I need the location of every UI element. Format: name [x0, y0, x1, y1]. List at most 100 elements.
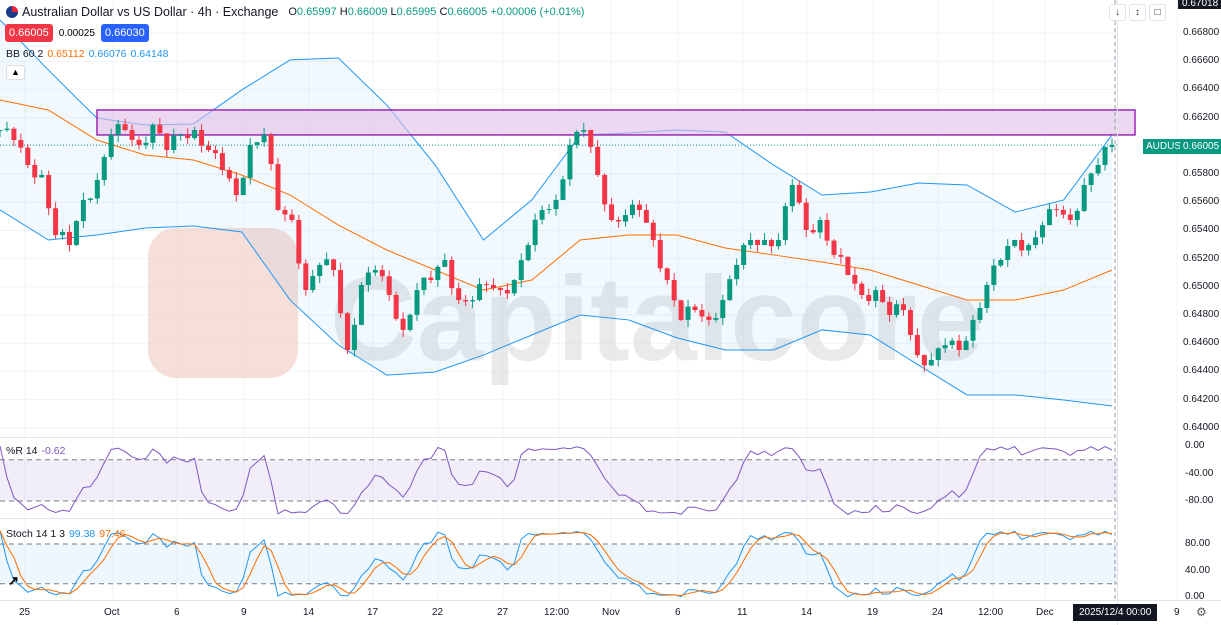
candle-body: [699, 310, 705, 317]
candle-body: [629, 204, 635, 216]
bb-basis-value: 0.65112: [47, 48, 85, 60]
low-value: 0.65995: [396, 6, 437, 18]
price-tick: 0.65000: [1183, 280, 1220, 292]
spread-value: 0.00025: [58, 27, 95, 39]
candle-body: [171, 135, 177, 151]
candle-body: [164, 133, 170, 151]
pane-toolbar: ↓ ↕ □: [1109, 4, 1166, 21]
candle-body: [303, 263, 309, 291]
candle-body: [60, 231, 66, 236]
collapse-icon[interactable]: ↕: [1129, 4, 1146, 21]
candle-body: [73, 221, 79, 246]
bb-label: BB 60 2: [6, 48, 44, 60]
time-tick: 12:00: [544, 607, 570, 618]
candle-body: [616, 219, 622, 222]
candle-body: [789, 184, 795, 207]
candle-body: [609, 204, 615, 220]
stoch-legend[interactable]: Stoch 14 1 3 99.38 97.46: [6, 528, 130, 540]
candle-body: [490, 284, 496, 289]
symbol-title[interactable]: Australian Dollar vs US Dollar · 4h · Ex…: [22, 5, 279, 19]
time-tick: 12:00: [978, 607, 1004, 618]
candle-body: [1067, 214, 1073, 220]
price-tick: 0.65800: [1183, 168, 1220, 179]
candle-body: [1026, 245, 1032, 251]
candle-body: [1046, 209, 1052, 226]
candle-body: [782, 206, 788, 240]
time-tick: 9: [1174, 607, 1180, 618]
candle-body: [887, 301, 893, 315]
candle-body: [504, 290, 510, 294]
candle-body: [748, 239, 754, 246]
arrow-down-icon[interactable]: ↓: [1109, 4, 1126, 21]
candle-body: [212, 150, 218, 154]
time-tick: 11: [737, 607, 748, 618]
time-tick: Oct: [104, 607, 120, 618]
bb-legend[interactable]: BB 60 2 0.65112 0.66076 0.64148: [6, 48, 173, 60]
candle-body: [87, 198, 93, 200]
candle-body: [372, 270, 378, 273]
candle-body: [671, 280, 677, 301]
symbol-header: Australian Dollar vs US Dollar · 4h · Ex…: [6, 5, 584, 19]
candle-body: [261, 134, 267, 143]
candle-body: [991, 265, 997, 285]
resistance-zone[interactable]: [96, 109, 1136, 136]
candle-body: [351, 324, 357, 350]
candle-body: [560, 179, 566, 200]
candle-body: [921, 355, 927, 366]
settings-gear-icon[interactable]: ⚙: [1196, 605, 1207, 619]
candle-body: [907, 310, 913, 335]
candle-body: [338, 270, 344, 314]
candle-body: [185, 134, 191, 139]
close-label: C: [439, 6, 448, 18]
crosshair-date-label: 2025/12/4 00:00: [1073, 604, 1158, 621]
price-tick: 0.64000: [1183, 421, 1220, 433]
candle-body: [803, 202, 809, 230]
candle-body: [233, 178, 239, 196]
time-tick: 24: [932, 607, 944, 618]
buy-button[interactable]: 0.66030: [100, 24, 149, 42]
time-tick: 22: [432, 607, 444, 618]
price-tick: 0.66200: [1183, 111, 1220, 123]
candle-body: [1095, 164, 1101, 174]
time-tick: 17: [367, 607, 379, 618]
candle-body: [553, 199, 559, 210]
candle-body: [150, 124, 156, 143]
candle-body: [755, 239, 761, 245]
sell-button[interactable]: 0.66005: [5, 24, 53, 42]
candle-body: [831, 240, 837, 255]
wr-legend[interactable]: %R 14 -0.62: [6, 445, 69, 457]
candle-body: [0, 130, 3, 132]
candle-body: [970, 319, 976, 341]
wr-band: [0, 459, 1117, 501]
candle-body: [4, 128, 10, 131]
candle-body: [685, 306, 691, 320]
candle-body: [157, 124, 163, 134]
candle-body: [192, 130, 198, 139]
candle-body: [1074, 210, 1080, 220]
candle-body: [1040, 225, 1045, 238]
fullscreen-icon[interactable]: □: [1149, 4, 1166, 21]
candle-body: [39, 174, 45, 178]
time-tick: Nov: [602, 607, 620, 618]
collapse-legend-button[interactable]: ▲: [6, 65, 25, 80]
candle-body: [1102, 146, 1108, 165]
candle-body: [199, 130, 205, 146]
candle-body: [310, 276, 316, 291]
change-value: +0.00006 (+0.01%): [490, 6, 585, 18]
candle-body: [122, 124, 128, 131]
candle-body: [477, 284, 483, 301]
candle-body: [1053, 209, 1059, 211]
candle-body: [539, 209, 545, 220]
candle-body: [963, 340, 969, 350]
candle-body: [206, 145, 211, 151]
candle-body: [817, 219, 823, 233]
candle-body: [435, 266, 441, 281]
last-price-tag: 0.66005: [1180, 139, 1221, 154]
candle-body: [456, 288, 462, 301]
candle-body: [845, 256, 851, 275]
williams-r-pane: [0, 445, 1117, 516]
time-tick: Dec: [1036, 607, 1054, 618]
candle-body: [678, 300, 684, 320]
candle-body: [942, 345, 948, 349]
